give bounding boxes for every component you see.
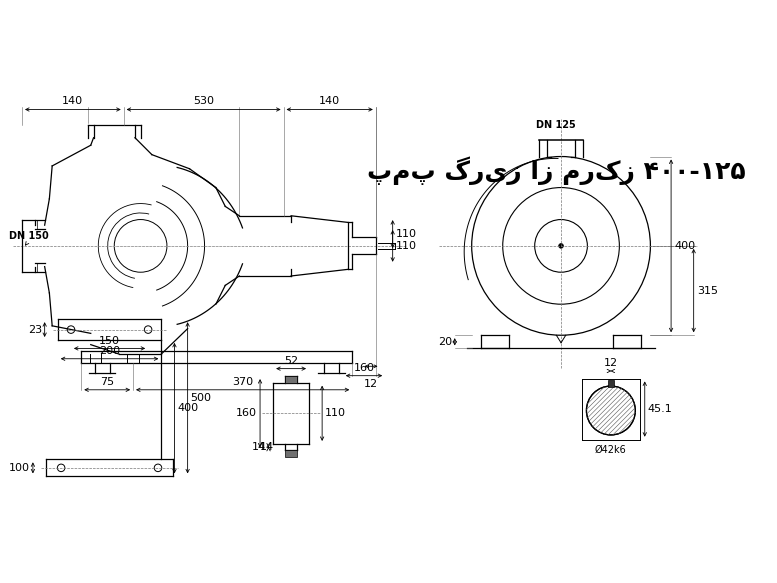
- Text: 110: 110: [325, 408, 346, 419]
- Text: 110: 110: [395, 241, 416, 251]
- Text: پمپ گریز از مرکز ۴۰۰-۱۲۵: پمپ گریز از مرکز ۴۰۰-۱۲۵: [367, 156, 746, 185]
- Text: 75: 75: [100, 377, 114, 387]
- Text: 400: 400: [177, 403, 198, 413]
- Text: 110: 110: [395, 229, 416, 239]
- Text: 12: 12: [364, 378, 378, 388]
- Text: 160: 160: [236, 408, 257, 419]
- Polygon shape: [285, 376, 297, 382]
- Text: 140: 140: [62, 96, 83, 106]
- Text: 200: 200: [99, 346, 120, 356]
- Text: 14: 14: [260, 442, 274, 452]
- Text: 160: 160: [354, 363, 375, 373]
- Text: 400: 400: [675, 241, 696, 251]
- Text: DN 125: DN 125: [536, 120, 577, 130]
- Circle shape: [587, 386, 636, 435]
- Polygon shape: [285, 451, 297, 457]
- Text: 23: 23: [28, 325, 42, 335]
- Text: 500: 500: [190, 393, 211, 403]
- Text: 100: 100: [9, 463, 30, 473]
- Text: DN 150: DN 150: [9, 231, 49, 241]
- Text: 52: 52: [284, 356, 298, 366]
- Polygon shape: [608, 380, 614, 387]
- Text: 12: 12: [604, 358, 618, 368]
- Circle shape: [559, 244, 563, 248]
- Text: 14: 14: [252, 442, 266, 452]
- Text: 530: 530: [193, 96, 214, 106]
- Text: 370: 370: [232, 377, 253, 387]
- Text: 150: 150: [99, 336, 120, 346]
- Text: 315: 315: [698, 286, 719, 296]
- Text: 45.1: 45.1: [647, 404, 672, 414]
- Text: Ø42k6: Ø42k6: [595, 445, 627, 455]
- Text: 140: 140: [319, 96, 340, 106]
- Text: 20: 20: [437, 337, 452, 347]
